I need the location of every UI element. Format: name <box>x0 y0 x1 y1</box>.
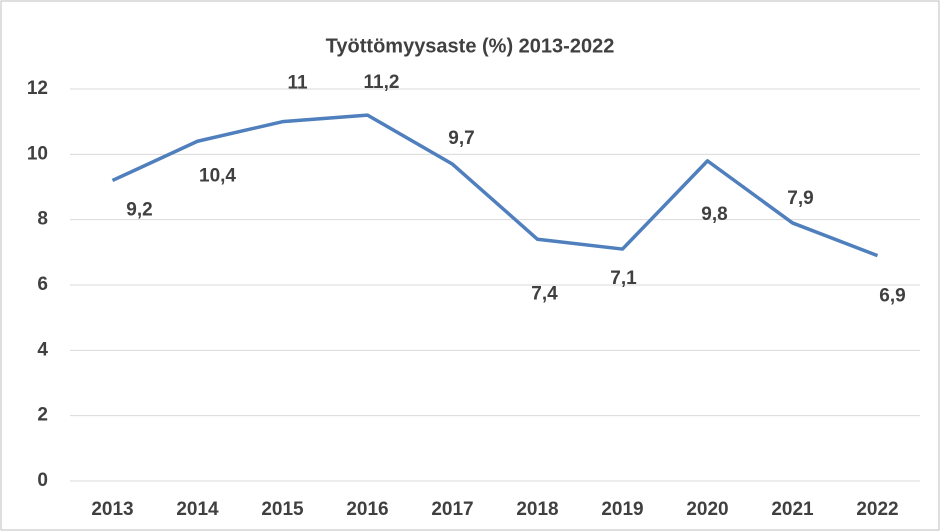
line-series <box>111 113 879 258</box>
y-tick-label: 10 <box>27 143 48 164</box>
data-label: 10,4 <box>199 165 236 186</box>
x-tick-label: 2014 <box>176 499 219 520</box>
data-label: 9,7 <box>448 128 474 149</box>
chart-title: Työttömyysaste (%) 2013-2022 <box>326 35 615 57</box>
x-tick-label: 2018 <box>516 499 558 520</box>
data-label: 6,9 <box>879 286 905 307</box>
x-tick-label: 2015 <box>261 499 304 520</box>
y-tick-label: 2 <box>37 405 48 426</box>
data-label: 7,4 <box>531 283 558 304</box>
data-label: 9,2 <box>126 199 152 220</box>
y-tick-label: 4 <box>37 339 48 360</box>
y-tick-label: 0 <box>37 470 48 491</box>
x-tick-label: 2017 <box>431 499 473 520</box>
y-tick-label: 8 <box>37 209 48 230</box>
x-tick-label: 2013 <box>91 499 133 520</box>
data-label: 11 <box>287 73 308 94</box>
data-label: 11,2 <box>364 72 400 93</box>
y-tick-label: 12 <box>27 78 48 99</box>
data-label: 9,8 <box>701 204 727 225</box>
x-tick-label: 2021 <box>771 499 814 520</box>
x-tick-label: 2022 <box>856 499 898 520</box>
x-tick-label: 2019 <box>601 499 643 520</box>
x-tick-label: 2020 <box>686 499 728 520</box>
x-tick-label: 2016 <box>346 499 388 520</box>
data-label: 7,9 <box>787 188 813 209</box>
y-tick-label: 6 <box>37 274 48 295</box>
data-label: 7,1 <box>610 268 637 289</box>
